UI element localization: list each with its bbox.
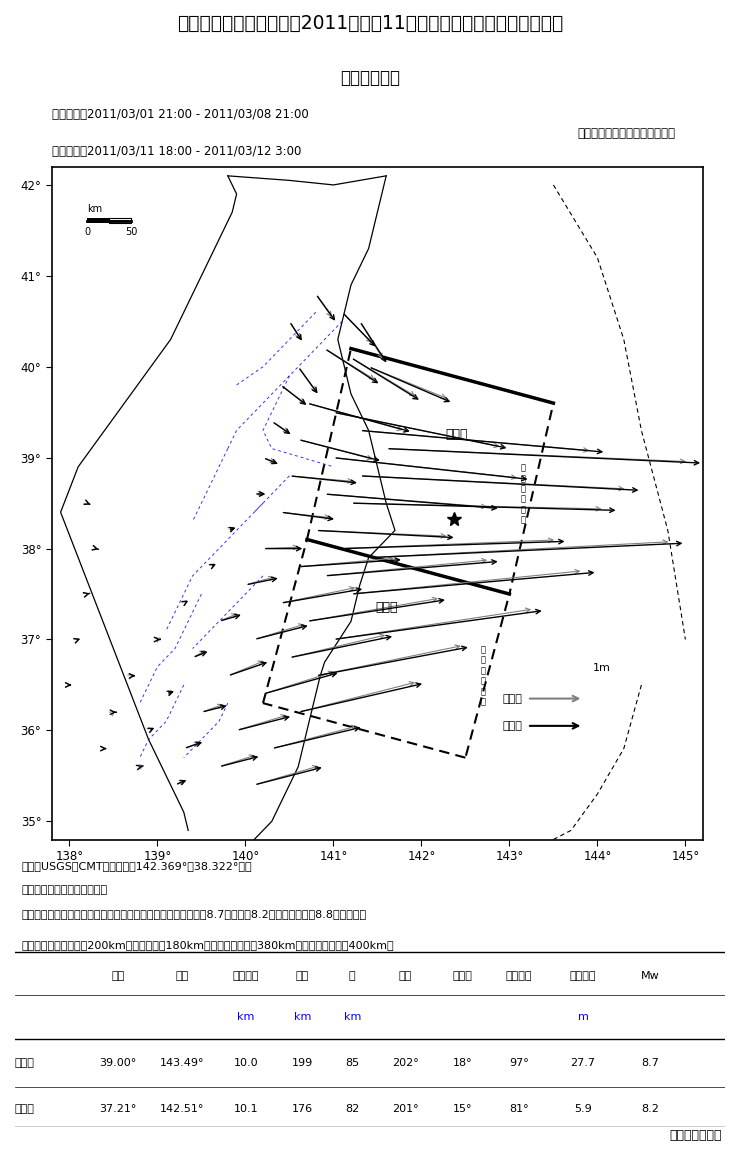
- Text: 10.1: 10.1: [233, 1104, 258, 1113]
- Text: 82: 82: [345, 1104, 360, 1113]
- Text: 37.21°: 37.21°: [99, 1104, 136, 1113]
- Text: 8.7: 8.7: [642, 1058, 659, 1067]
- Text: 8.2: 8.2: [642, 1104, 659, 1113]
- Text: 計算値: 計算値: [502, 693, 522, 704]
- Text: 断層１: 断層１: [445, 429, 468, 442]
- Text: km: km: [343, 1012, 361, 1021]
- Text: 固定局：三隅（９５０３８８）: 固定局：三隅（９５０３８８）: [577, 126, 675, 139]
- Text: 上端深さ: 上端深さ: [232, 971, 259, 981]
- Text: 0: 0: [84, 227, 90, 237]
- Text: 142.51°: 142.51°: [160, 1104, 204, 1113]
- Text: m: m: [578, 1012, 588, 1021]
- Text: 傾斜角: 傾斜角: [452, 971, 472, 981]
- Text: 経度: 経度: [175, 971, 189, 981]
- Text: Mw: Mw: [642, 971, 660, 981]
- Text: 緯度: 緯度: [111, 971, 124, 981]
- Text: 国土地理院資料: 国土地理院資料: [669, 1129, 722, 1142]
- Text: 1m: 1m: [593, 664, 610, 673]
- Text: 断層の長さは南北に約200kmの断層１と約180kmの断層２で合計約380km。総延長はおよそ400km。: 断層の長さは南北に約200kmの断層１と約180kmの断層２で合計約380km。…: [22, 941, 394, 950]
- Text: 観測値: 観測値: [502, 721, 522, 731]
- Text: 202°: 202°: [392, 1058, 419, 1067]
- Text: 10.0: 10.0: [233, 1058, 258, 1067]
- Text: 断層２: 断層２: [375, 601, 397, 614]
- Text: １．水平変動: １．水平変動: [340, 69, 400, 87]
- Text: 85: 85: [345, 1058, 360, 1067]
- Text: 長さ: 長さ: [296, 971, 309, 981]
- Text: 矩形断層二枚での推定結果。: 矩形断層二枚での推定結果。: [22, 884, 108, 895]
- Text: 15°: 15°: [453, 1104, 472, 1113]
- Text: 176: 176: [292, 1104, 313, 1113]
- Text: 西側に傾き下がる逆断層。モーメントマグニチュードは北側が8.7、南側が8.2。２つ合わせて8.8（暫定）。: 西側に傾き下がる逆断層。モーメントマグニチュードは北側が8.7、南側が8.2。２…: [22, 910, 367, 919]
- Text: 143.49°: 143.49°: [160, 1058, 204, 1067]
- Text: 39.00°: 39.00°: [99, 1058, 136, 1067]
- Text: km: km: [294, 1012, 312, 1021]
- Text: 5.9: 5.9: [574, 1104, 592, 1113]
- Text: 走向: 走向: [399, 971, 412, 981]
- Text: 断層１: 断層１: [15, 1058, 35, 1067]
- Text: 201°: 201°: [392, 1104, 419, 1113]
- Text: 97°: 97°: [509, 1058, 529, 1067]
- Text: km: km: [237, 1012, 255, 1021]
- Text: 星印はUSGSのCMT解の震央（142.369°，38.322°）。: 星印はUSGSのCMT解の震央（142.369°，38.322°）。: [22, 860, 252, 871]
- Text: 幅: 幅: [349, 971, 355, 981]
- Text: 断
層
上
端
位
置: 断 層 上 端 位 置: [480, 645, 485, 706]
- Text: km: km: [87, 205, 102, 214]
- Text: 比較期間：2011/03/11 18:00 - 2011/03/12 3:00: 比較期間：2011/03/11 18:00 - 2011/03/12 3:00: [52, 145, 301, 159]
- Text: 断層２: 断層２: [15, 1104, 35, 1113]
- Text: 199: 199: [292, 1058, 313, 1067]
- Text: すべり量: すべり量: [570, 971, 596, 981]
- Text: 81°: 81°: [509, 1104, 529, 1113]
- Text: 50: 50: [125, 227, 137, 237]
- Text: 27.7: 27.7: [571, 1058, 596, 1067]
- Text: 断
層
上
端
位
置: 断 層 上 端 位 置: [520, 463, 525, 524]
- Text: すべり角: すべり角: [506, 971, 533, 981]
- Text: 18°: 18°: [453, 1058, 472, 1067]
- Text: 東北地方太平洋沖地震（2011年３月11日）の震源断層モデル（暫定）: 東北地方太平洋沖地震（2011年３月11日）の震源断層モデル（暫定）: [177, 14, 563, 32]
- Text: 基準期間：2011/03/01 21:00 - 2011/03/08 21:00: 基準期間：2011/03/01 21:00 - 2011/03/08 21:00: [52, 108, 309, 121]
